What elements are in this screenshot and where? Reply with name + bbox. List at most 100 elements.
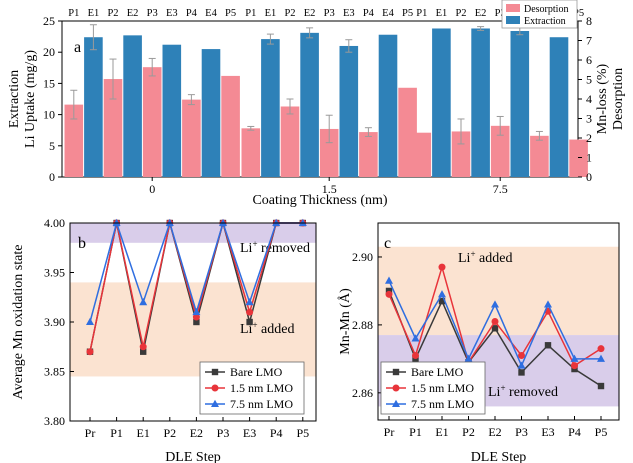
step-label: P4 bbox=[186, 8, 198, 19]
error-bar bbox=[70, 89, 78, 120]
step-label: P4 bbox=[363, 8, 375, 19]
error-bar bbox=[89, 24, 97, 51]
y-tick-label: 2.88 bbox=[352, 318, 373, 332]
y-tick-label: 3.80 bbox=[44, 414, 65, 428]
y2-axis-label: Mn-loss (%) bbox=[595, 63, 610, 134]
x-tick-label: E1 bbox=[435, 425, 448, 439]
bar bbox=[241, 128, 261, 177]
marker-square bbox=[491, 325, 499, 332]
bar bbox=[471, 28, 490, 177]
panel-label: a bbox=[74, 39, 81, 56]
step-label: E3 bbox=[166, 8, 178, 19]
x-tick-label: P5 bbox=[296, 426, 309, 440]
x-tick-label: E3 bbox=[541, 425, 554, 439]
marker-triangle bbox=[192, 307, 201, 316]
error-bar bbox=[109, 58, 117, 100]
marker-circle bbox=[392, 384, 400, 392]
x-tick-label: 7.5 bbox=[493, 182, 508, 196]
bar bbox=[398, 87, 417, 177]
step-label: E1 bbox=[265, 8, 277, 19]
marker-triangle bbox=[139, 298, 148, 306]
plot-frame bbox=[377, 222, 620, 421]
y-axis-label: Mn-Mn (Å) bbox=[337, 288, 353, 355]
marker-triangle bbox=[245, 298, 254, 306]
x-tick-label: P4 bbox=[568, 425, 581, 439]
step-label: E2 bbox=[127, 8, 139, 19]
x-tick-label: P4 bbox=[270, 426, 283, 440]
x-tick-label: 1.5 bbox=[322, 182, 337, 196]
legend-label: 7.5 nm LMO bbox=[411, 397, 474, 411]
bar bbox=[123, 35, 142, 177]
x-tick-label: P1 bbox=[409, 425, 422, 439]
series-7.5-nm-lmo bbox=[385, 276, 605, 369]
marker-square bbox=[597, 382, 605, 390]
marker-triangle bbox=[272, 218, 281, 226]
bar bbox=[412, 132, 432, 177]
step-label: E1 bbox=[436, 8, 448, 19]
bar-group-7.5 bbox=[412, 26, 588, 178]
bar bbox=[510, 30, 530, 178]
bar bbox=[64, 104, 84, 177]
bar bbox=[490, 125, 510, 177]
error-bar bbox=[325, 114, 333, 144]
region-label: Li+ removed bbox=[488, 383, 558, 400]
marker-square bbox=[544, 342, 552, 349]
legend-label: 1.5 nm LMO bbox=[411, 381, 474, 395]
region-label: Li+ added bbox=[458, 249, 512, 266]
step-label: P3 bbox=[147, 8, 158, 19]
legend-label: Bare LMO bbox=[411, 365, 464, 379]
error-bar bbox=[457, 118, 465, 145]
legend-label: 1.5 nm LMO bbox=[230, 381, 293, 395]
marker-circle bbox=[518, 351, 525, 359]
y2-tick-label: 3 bbox=[586, 112, 592, 126]
x-tick-label: E3 bbox=[243, 426, 256, 440]
step-label: E4 bbox=[205, 8, 217, 19]
x-tick-label: P3 bbox=[515, 425, 528, 439]
step-label: E2 bbox=[475, 8, 487, 19]
marker-square bbox=[246, 318, 253, 326]
bar bbox=[530, 135, 549, 177]
error-bar bbox=[345, 39, 353, 53]
marker-circle bbox=[571, 362, 578, 370]
bar bbox=[261, 39, 280, 177]
bar bbox=[432, 28, 451, 177]
step-label: P1 bbox=[416, 8, 427, 19]
marker-circle bbox=[86, 348, 94, 356]
error-bar bbox=[187, 94, 195, 106]
marker-square bbox=[518, 369, 525, 376]
marker-triangle bbox=[219, 218, 227, 226]
legend-swatch bbox=[506, 16, 520, 24]
bar bbox=[162, 44, 182, 177]
x-axis-label: Coating Thickness (nm) bbox=[252, 193, 387, 208]
bar-group-0 bbox=[64, 24, 240, 177]
step-label: P1 bbox=[68, 8, 79, 19]
step-label: P2 bbox=[284, 8, 295, 19]
bar-group-1.5 bbox=[241, 27, 417, 178]
step-label: P5 bbox=[573, 8, 584, 19]
y2-tick-label: 4 bbox=[586, 92, 592, 106]
x-tick-label: P2 bbox=[163, 426, 176, 440]
shaded-region bbox=[70, 223, 316, 243]
x-tick-label: P1 bbox=[110, 426, 123, 440]
bar bbox=[280, 106, 300, 177]
error-bar bbox=[247, 125, 255, 131]
x-tick-label: Pr bbox=[384, 425, 395, 439]
bar bbox=[339, 45, 359, 178]
marker-triangle bbox=[298, 218, 307, 226]
y-tick-label: 5 bbox=[49, 139, 55, 153]
bar bbox=[300, 32, 319, 177]
marker-triangle bbox=[385, 276, 393, 284]
x-axis-label: DLE Step bbox=[165, 450, 221, 463]
x-tick-label: E2 bbox=[488, 425, 501, 439]
marker-square bbox=[438, 297, 446, 305]
step-label: P2 bbox=[455, 8, 466, 19]
y-tick-label: 2.90 bbox=[352, 250, 373, 264]
y-tick-label: 2.86 bbox=[352, 386, 373, 400]
error-bar bbox=[148, 57, 156, 77]
error-bar bbox=[364, 127, 372, 137]
panel-label: c bbox=[384, 235, 391, 252]
legend-label: Desorption bbox=[524, 4, 568, 15]
bar bbox=[319, 128, 339, 177]
bar bbox=[451, 131, 471, 177]
